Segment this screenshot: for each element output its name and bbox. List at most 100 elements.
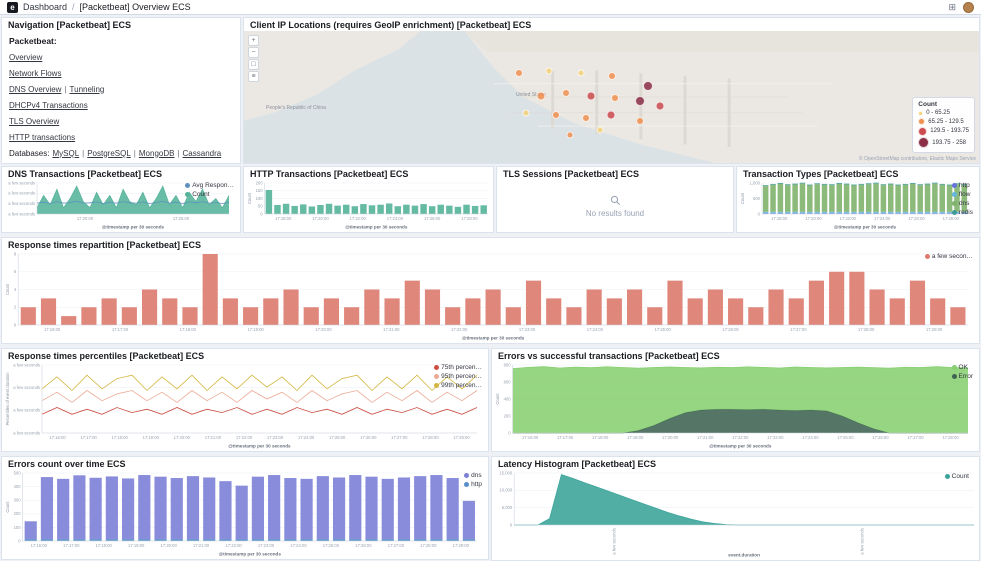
legend-item[interactable]: http	[951, 182, 973, 189]
nav-link-dns-overview[interactable]: DNS Overview	[9, 84, 62, 94]
legend-item[interactable]: dns	[951, 200, 973, 207]
nav-link-tunneling[interactable]: Tunneling	[69, 84, 105, 94]
panel-title[interactable]: Client IP Locations (requires GeoIP enri…	[250, 20, 532, 30]
nav-link-mongodb[interactable]: MongoDB	[138, 148, 175, 158]
latency-histogram-chart[interactable]: 0 5,000 10,000 15,000 a few seconds a few sec…	[494, 470, 977, 559]
panel-latency-histogram: Latency Histogram [Packetbeat] ECS 0 5,00…	[491, 456, 980, 561]
panel-title[interactable]: HTTP Transactions [Packetbeat] ECS	[250, 169, 409, 179]
apps-icon[interactable]: ⊞	[948, 1, 956, 12]
legend-item[interactable]: redis	[951, 209, 973, 216]
nav-link-http-transactions[interactable]: HTTP transactions	[9, 132, 76, 142]
legend-item[interactable]: dns	[464, 472, 482, 479]
map-marker[interactable]	[608, 71, 617, 80]
svg-text:0: 0	[508, 430, 511, 435]
separator: |	[133, 148, 136, 158]
svg-text:500: 500	[14, 470, 22, 475]
nav-link-mysql[interactable]: MySQL	[52, 148, 80, 158]
avatar[interactable]	[963, 1, 974, 13]
legend-dot	[951, 201, 957, 206]
map-marker[interactable]	[611, 94, 620, 103]
svg-text:17:24:00: 17:24:00	[387, 216, 404, 221]
legend-dot	[951, 365, 957, 370]
panel-title[interactable]: Errors count over time ECS	[8, 459, 126, 469]
map-marker[interactable]	[636, 116, 645, 125]
panel-response-times-percentiles: Response times percentiles [Packetbeat] …	[1, 348, 489, 452]
breadcrumb-dashboard[interactable]: Dashboard	[23, 2, 68, 12]
elastic-logo[interactable]: e	[7, 1, 18, 13]
svg-text:@timestamp per 30 seconds: @timestamp per 30 seconds	[228, 444, 291, 449]
map-fit-button[interactable]: □	[248, 59, 259, 70]
legend-label: 99th percen…	[441, 382, 482, 389]
map-marker[interactable]	[561, 89, 570, 98]
map-zoom-out-button[interactable]: −	[248, 47, 259, 58]
svg-text:Count: Count	[495, 393, 500, 405]
nav-link-postgresql[interactable]: PostgreSQL	[87, 148, 131, 158]
http-transactions-chart[interactable]: 0 50 100 150 200 17:18:00 17:20:00 17:22:00 17:2…	[246, 180, 491, 231]
panel-title[interactable]: Navigation [Packetbeat] ECS	[8, 20, 132, 30]
nav-link-network-flows[interactable]: Network Flows	[9, 68, 62, 78]
map-marker[interactable]	[606, 110, 616, 120]
map-marker[interactable]	[581, 114, 590, 123]
map-marker[interactable]	[643, 81, 654, 92]
panel-title[interactable]: Response times percentiles [Packetbeat] …	[8, 351, 205, 361]
legend-item[interactable]: Error	[951, 373, 973, 380]
panel-title[interactable]: DNS Transactions [Packetbeat] ECS	[8, 169, 163, 179]
chart-legend: Count	[943, 471, 973, 480]
legend-item[interactable]: 75th percen…	[434, 364, 482, 371]
map-marker[interactable]	[635, 95, 646, 106]
dns-transactions-chart[interactable]: a few seconds a few seconds a few seconds a…	[4, 180, 230, 231]
panel-title[interactable]: Latency Histogram [Packetbeat] ECS	[498, 459, 657, 469]
map-marker[interactable]	[522, 109, 529, 117]
legend-item[interactable]: flow	[951, 191, 973, 198]
legend-dot	[434, 374, 440, 379]
svg-text:17:23:00: 17:23:00	[267, 435, 284, 440]
nav-link-cassandra[interactable]: Cassandra	[182, 148, 222, 158]
transaction-types-chart[interactable]: 0 500 1,000 17:18:00 17:20:00 17:22:00 17:24:0…	[739, 180, 968, 231]
panel-title[interactable]: TLS Sessions [Packetbeat] ECS	[503, 169, 640, 179]
panel-navigation: Navigation [Packetbeat] ECS Packetbeat: …	[1, 17, 241, 164]
map-marker[interactable]	[552, 111, 561, 120]
legend-item[interactable]: OK	[951, 364, 973, 371]
map-zoom-in-button[interactable]: +	[248, 35, 259, 46]
map-marker[interactable]	[655, 101, 665, 111]
map-legend-dot	[918, 110, 924, 116]
svg-text:a few seconds: a few seconds	[13, 430, 40, 435]
svg-text:Count: Count	[247, 192, 252, 204]
legend-dot	[185, 183, 191, 188]
legend-item[interactable]: Count	[185, 191, 234, 198]
response-times-repartition-chart[interactable]: 0 2 4 6 8 17:16:00 17:17:00 17:18:00 17:19:00 17:…	[4, 251, 968, 342]
legend-item[interactable]: Count	[944, 473, 969, 480]
map-layers-button[interactable]: ≡	[248, 71, 259, 82]
svg-text:17:16:00: 17:16:00	[44, 327, 61, 332]
errors-vs-successful-chart[interactable]: 0 200 400 600 800 17:16:00 17:17:00 17:18:00 17:…	[494, 362, 969, 450]
response-times-percentiles-chart[interactable]: a few seconds a few seconds a few seconds a…	[4, 362, 478, 450]
legend-item[interactable]: a few secon…	[924, 253, 973, 260]
svg-text:17:26:00: 17:26:00	[355, 543, 372, 548]
map-marker[interactable]	[536, 91, 546, 101]
legend-item[interactable]: http	[464, 481, 482, 488]
map-canvas[interactable]: + − □ ≡ Count 0 - 65.25 65.25 - 129.5 129.…	[244, 31, 979, 163]
svg-text:@timestamp per 30 seconds: @timestamp per 30 seconds	[219, 552, 282, 557]
svg-text:17:17:00: 17:17:00	[63, 543, 80, 548]
panel-http-transactions: HTTP Transactions [Packetbeat] ECS 0 50 10…	[243, 166, 494, 233]
map-marker[interactable]	[566, 131, 574, 139]
map-legend-item: 129.5 - 193.75	[918, 126, 969, 136]
map-marker[interactable]	[514, 69, 523, 78]
panel-title[interactable]: Transaction Types [Packetbeat] ECS	[743, 169, 899, 179]
panel-title[interactable]: Errors vs successful transactions [Packe…	[498, 351, 720, 361]
map-marker[interactable]	[577, 69, 585, 77]
nav-link-tls-overview[interactable]: TLS Overview	[9, 116, 60, 126]
legend-item[interactable]: 95th percen…	[434, 373, 482, 380]
panel-title[interactable]: Response times repartition [Packetbeat] …	[8, 240, 202, 250]
errors-count-chart[interactable]: 0 100 200 300 400 500 17:16:00 17:17:00 17:18:00…	[4, 470, 477, 558]
map-marker[interactable]	[586, 91, 596, 101]
legend-item[interactable]: Avg Respon…	[185, 182, 234, 189]
map-marker[interactable]	[596, 126, 604, 134]
chart-legend: OK Error	[950, 362, 977, 450]
svg-text:17:19:00: 17:19:00	[627, 435, 644, 440]
nav-link-overview[interactable]: Overview	[9, 52, 43, 62]
legend-item[interactable]: 99th percen…	[434, 382, 482, 389]
map-marker[interactable]	[545, 67, 553, 75]
separator: |	[177, 148, 180, 158]
nav-link-dhcpv4[interactable]: DHCPv4 Transactions	[9, 100, 88, 110]
